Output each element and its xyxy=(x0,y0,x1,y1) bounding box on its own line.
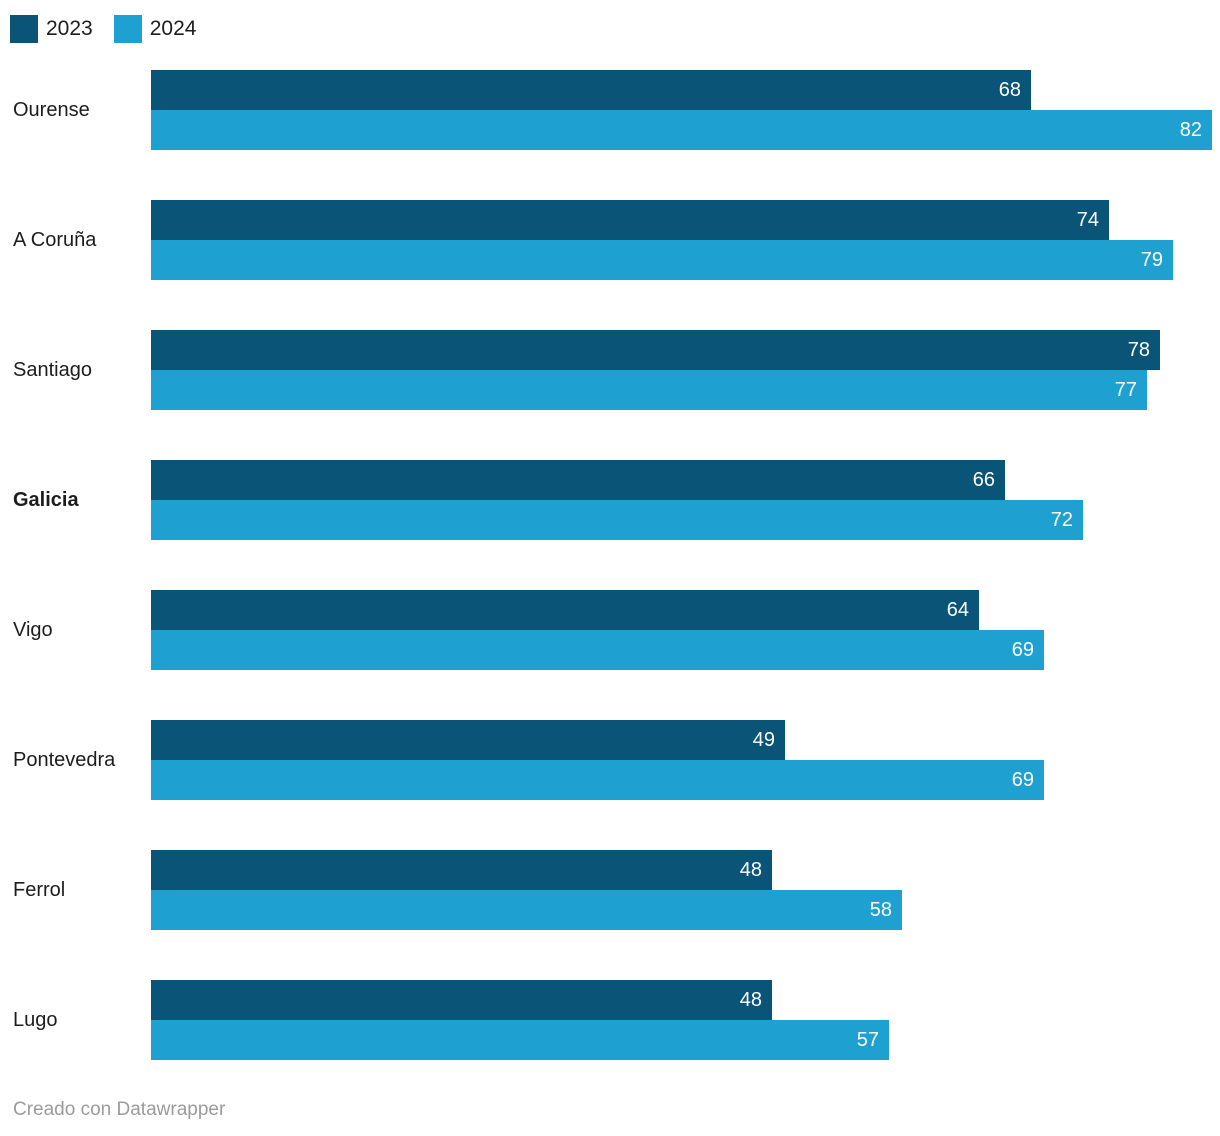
value-label-2024: 69 xyxy=(1011,639,1034,661)
bar-group: 74 79 xyxy=(151,200,1220,280)
chart-row: Galicia 66 72 xyxy=(0,460,1220,540)
bar-group: 66 72 xyxy=(151,460,1220,540)
chart-row: Lugo 48 57 xyxy=(0,980,1220,1060)
bar-2023: 68 xyxy=(151,70,1031,110)
category-label: A Coruña xyxy=(13,228,97,251)
bar-2024: 72 xyxy=(151,500,1083,540)
bar-2024: 77 xyxy=(151,370,1147,410)
category-label: Ferrol xyxy=(13,878,66,901)
value-label-2023: 74 xyxy=(1076,209,1099,231)
value-label-2023: 48 xyxy=(739,989,762,1011)
bar-2024: 58 xyxy=(151,890,902,930)
value-label-2023: 68 xyxy=(998,79,1021,101)
value-label-2024: 57 xyxy=(856,1029,879,1051)
bar-group: 48 57 xyxy=(151,980,1220,1060)
value-label-2024: 69 xyxy=(1011,769,1034,791)
value-label-2023: 48 xyxy=(739,859,762,881)
bar-2024: 69 xyxy=(151,760,1044,800)
legend-swatch-icon xyxy=(113,15,142,43)
bar-group: 78 77 xyxy=(151,330,1220,410)
bar-2023: 78 xyxy=(151,330,1160,370)
bar-2024: 57 xyxy=(151,1020,889,1060)
chart-row: Ferrol 48 58 xyxy=(0,850,1220,930)
value-label-2023: 64 xyxy=(946,599,969,621)
bar-group: 49 69 xyxy=(151,720,1220,800)
bar-group: 68 82 xyxy=(151,70,1220,150)
value-label-2024: 58 xyxy=(869,899,892,921)
bar-2024: 79 xyxy=(151,240,1173,280)
chart-row: Ourense 68 82 xyxy=(0,70,1220,150)
bar-2024: 69 xyxy=(151,630,1044,670)
chart-row: A Coruña 74 79 xyxy=(0,200,1220,280)
category-label: Galicia xyxy=(13,488,79,511)
chart-row: Pontevedra 49 69 xyxy=(0,720,1220,800)
chart-rows: Ourense 68 82 A Coruña 74 79 Santiago 78 xyxy=(0,70,1220,1110)
value-label-2024: 82 xyxy=(1179,119,1202,141)
bar-2023: 66 xyxy=(151,460,1005,500)
bar-2023: 48 xyxy=(151,980,772,1020)
category-label: Ourense xyxy=(13,98,90,121)
legend-label: 2023 xyxy=(46,17,93,40)
chart-row: Santiago 78 77 xyxy=(0,330,1220,410)
datawrapper-attribution-link[interactable]: Creado con Datawrapper xyxy=(13,1099,226,1120)
category-label: Vigo xyxy=(13,618,53,641)
bar-2023: 49 xyxy=(151,720,785,760)
bar-2023: 74 xyxy=(151,200,1109,240)
category-label: Santiago xyxy=(13,358,92,381)
value-label-2023: 66 xyxy=(972,469,995,491)
legend-label: 2024 xyxy=(149,17,197,40)
bar-group: 64 69 xyxy=(151,590,1220,670)
value-label-2024: 72 xyxy=(1050,509,1073,531)
legend-swatch-icon xyxy=(10,15,38,43)
category-label: Pontevedra xyxy=(13,748,116,771)
value-label-2023: 78 xyxy=(1127,339,1150,361)
bar-2023: 48 xyxy=(151,850,772,890)
bar-2024: 82 xyxy=(151,110,1212,150)
bar-group: 48 58 xyxy=(151,850,1220,930)
legend-item: 2023 xyxy=(10,15,93,43)
category-label: Lugo xyxy=(13,1008,58,1031)
legend: 2023 2024 xyxy=(10,15,196,43)
bar-2023: 64 xyxy=(151,590,979,630)
value-label-2024: 77 xyxy=(1114,379,1137,401)
legend-item: 2024 xyxy=(113,15,197,43)
value-label-2024: 79 xyxy=(1140,249,1163,271)
chart-row: Vigo 64 69 xyxy=(0,590,1220,670)
value-label-2023: 49 xyxy=(752,729,775,751)
